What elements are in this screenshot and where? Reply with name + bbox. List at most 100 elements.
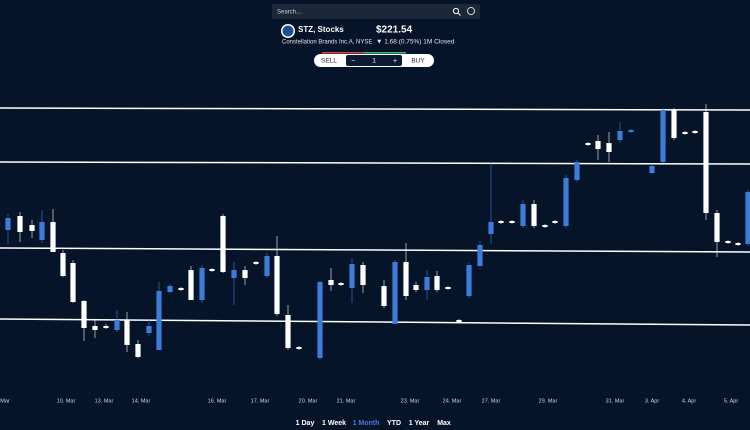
candle-body bbox=[606, 143, 612, 152]
candle-body bbox=[17, 216, 23, 232]
range-button[interactable]: 1 Year bbox=[409, 420, 430, 427]
trend-line bbox=[0, 161, 750, 165]
candle-body bbox=[745, 192, 750, 244]
range-button[interactable]: YTD bbox=[387, 420, 401, 427]
candle-body bbox=[29, 225, 35, 231]
candle-body bbox=[146, 326, 152, 333]
candle-body bbox=[628, 130, 634, 132]
candle-body bbox=[392, 262, 398, 324]
symbol: STZ, Stocks bbox=[298, 25, 344, 34]
range-button[interactable]: Max bbox=[437, 420, 451, 427]
candle-body bbox=[477, 245, 483, 266]
candle-body bbox=[595, 141, 601, 149]
candle-body bbox=[660, 110, 666, 162]
candle-body bbox=[50, 222, 56, 252]
buy-indicator bbox=[364, 52, 406, 54]
candle-body bbox=[317, 282, 323, 358]
trend-line bbox=[0, 247, 750, 253]
candle-body bbox=[424, 277, 430, 290]
price: $221.54 bbox=[376, 25, 413, 36]
x-tick-label: 31. Mar bbox=[606, 398, 625, 404]
candle-body bbox=[403, 262, 409, 296]
candle-body bbox=[692, 131, 698, 133]
x-tick-label: 29. Mar bbox=[539, 398, 558, 404]
candle-body bbox=[735, 243, 741, 245]
candle-body bbox=[714, 213, 720, 242]
quantity[interactable]: 1 bbox=[372, 58, 376, 65]
quantity-box bbox=[346, 55, 402, 66]
search-box[interactable] bbox=[272, 4, 480, 19]
candle-body bbox=[466, 265, 472, 296]
candle-body bbox=[542, 225, 548, 227]
sell-button[interactable]: SELL bbox=[321, 58, 337, 65]
x-tick-label: 13. Mar bbox=[95, 398, 114, 404]
candle-body bbox=[70, 263, 76, 302]
change: ▼ 1.68 (0.75%) 1M Closed bbox=[376, 39, 455, 46]
candle-body bbox=[456, 320, 462, 322]
candle-body bbox=[725, 241, 731, 243]
range-button[interactable]: 1 Week bbox=[322, 420, 346, 427]
logo-inner bbox=[282, 25, 294, 37]
search-icon[interactable] bbox=[452, 7, 460, 15]
candle-body bbox=[552, 221, 558, 223]
candle-body bbox=[703, 112, 709, 213]
candle-body bbox=[39, 222, 45, 240]
range-button[interactable]: 1 Day bbox=[296, 420, 315, 427]
candle-body bbox=[264, 256, 270, 276]
range-button[interactable]: 1 Month bbox=[353, 420, 380, 427]
x-tick-label: 21. Mar bbox=[337, 398, 356, 404]
candle-body bbox=[231, 270, 237, 278]
candle-body bbox=[81, 301, 87, 328]
candle-body bbox=[199, 268, 205, 300]
candle-body bbox=[114, 320, 120, 330]
company: Constellation Brands Inc.A, NYSE bbox=[282, 40, 372, 46]
candle-body bbox=[135, 344, 141, 357]
search-placeholder: Search... bbox=[277, 10, 301, 16]
chart: Mar 10. Mar 13. Mar 14. Mar 16. Mar 17. Mar 20… bbox=[0, 104, 750, 404]
candle-body bbox=[178, 288, 184, 290]
candle-body bbox=[188, 270, 194, 300]
candle-body bbox=[488, 222, 494, 234]
x-tick-label: Mar bbox=[0, 398, 10, 404]
candle-body bbox=[92, 326, 98, 330]
settings-icon[interactable] bbox=[467, 7, 475, 15]
candle-body bbox=[682, 132, 688, 134]
candle-body bbox=[617, 131, 623, 140]
candle-body bbox=[253, 262, 259, 264]
candle-body bbox=[209, 269, 215, 271]
plus-button[interactable]: + bbox=[393, 58, 397, 65]
candle-body bbox=[563, 178, 569, 226]
candle-body bbox=[360, 265, 366, 285]
candle-body bbox=[156, 291, 162, 350]
buy-button[interactable]: BUY bbox=[411, 58, 425, 65]
x-tick-label: 5. Apr bbox=[724, 398, 739, 404]
candle-body bbox=[531, 204, 537, 226]
candle-body bbox=[445, 287, 451, 289]
candle-body bbox=[285, 315, 291, 348]
candle-body bbox=[509, 221, 515, 223]
x-tick-label: 14. Mar bbox=[132, 398, 151, 404]
x-tick-label: 10. Mar bbox=[57, 398, 76, 404]
candle-body bbox=[338, 283, 344, 285]
x-tick-label: 16. Mar bbox=[208, 398, 227, 404]
candle-body bbox=[520, 204, 526, 226]
candle-body bbox=[5, 218, 11, 230]
x-tick-label: 24. Mar bbox=[443, 398, 462, 404]
x-tick-label: 3. Apr bbox=[645, 398, 660, 404]
candle-body bbox=[349, 264, 355, 288]
x-tick-label: 27. Mar bbox=[482, 398, 501, 404]
candle-body bbox=[498, 221, 504, 223]
minus-button[interactable]: − bbox=[351, 58, 355, 65]
search-icon-handle bbox=[457, 12, 461, 16]
candle-body bbox=[274, 256, 280, 314]
x-tick-label: 23. Mar bbox=[401, 398, 420, 404]
candle-body bbox=[574, 162, 580, 180]
candle-body bbox=[242, 270, 248, 278]
candle-body bbox=[413, 285, 419, 290]
candle-body bbox=[434, 276, 440, 290]
sell-indicator bbox=[322, 52, 364, 54]
candle-body bbox=[167, 286, 173, 292]
